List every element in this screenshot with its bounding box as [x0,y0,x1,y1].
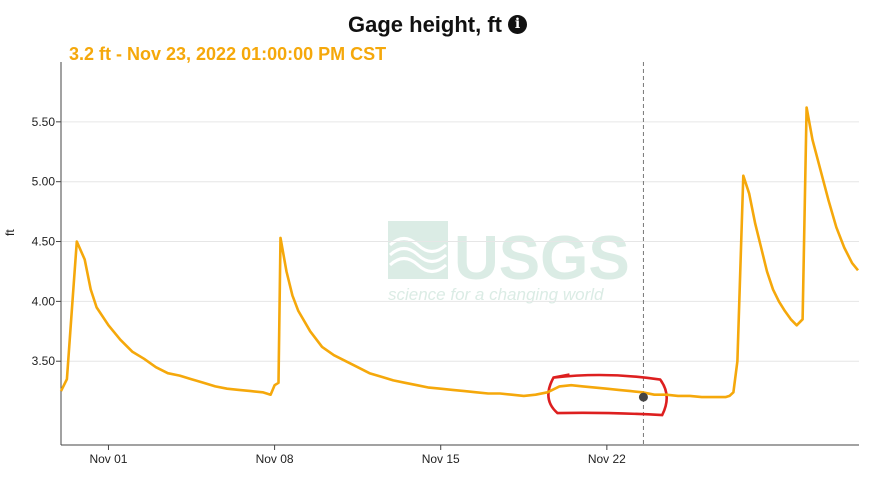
chart-title-row: Gage height, ft i [0,12,875,38]
x-tick-label: Nov 08 [256,452,294,466]
x-tick-label: Nov 22 [588,452,626,466]
x-tick-label: Nov 15 [422,452,460,466]
info-icon[interactable]: i [508,15,527,34]
y-tick-label: 4.50 [32,235,56,249]
hover-point-marker [638,392,648,402]
usgs-wave-logo [388,221,448,279]
usgs-logo-text: USGS [454,224,630,293]
usgs-tagline: science for a changing world [388,285,604,304]
usgs-watermark: USGS science for a changing world [388,221,630,304]
y-tick-label: 4.00 [32,294,56,308]
y-tick-label: 5.50 [32,115,56,129]
y-tick-label: 3.50 [32,354,56,368]
y-tick-label: 5.00 [32,175,56,189]
series-line-gage-height [59,106,860,399]
x-tick-label: Nov 01 [89,452,127,466]
chart-title: Gage height, ft [348,12,502,37]
red-annotation-ellipse [547,373,668,417]
hover-readout: 3.2 ft - Nov 23, 2022 01:00:00 PM CST [69,44,387,64]
